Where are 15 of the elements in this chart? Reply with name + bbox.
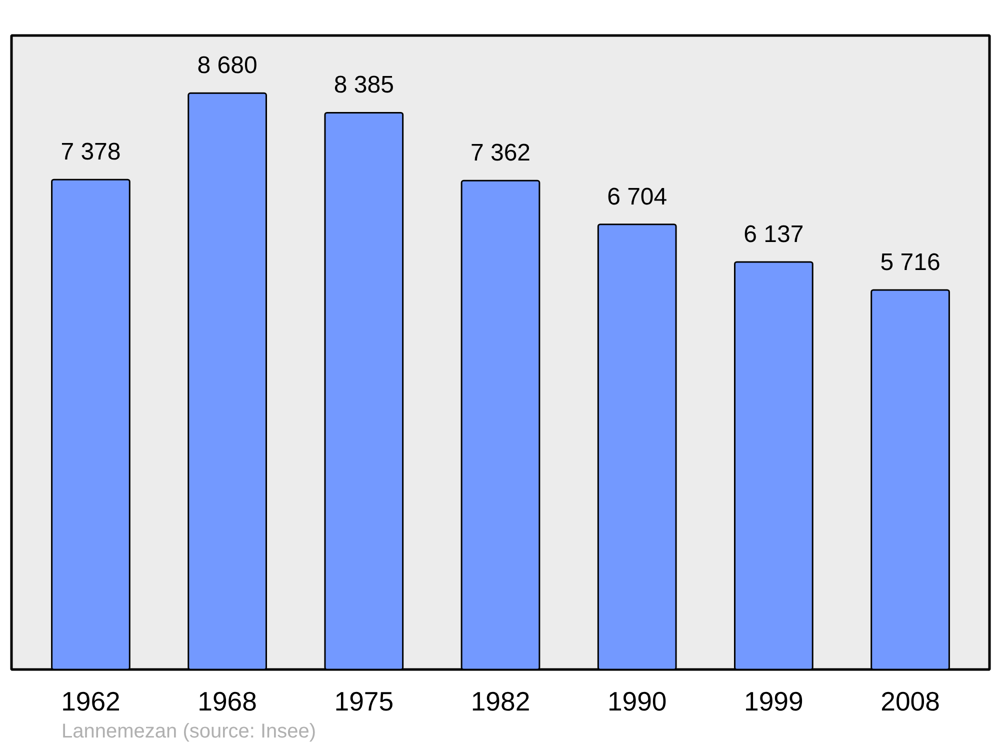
data-label: 7 378: [60, 138, 121, 166]
data-label: 6 704: [607, 183, 668, 210]
x-tick-label: 1962: [61, 686, 120, 716]
x-tick-label: 1968: [198, 686, 257, 716]
data-label: 8 385: [334, 72, 394, 99]
data-label: 7 362: [470, 140, 531, 167]
data-label: 6 137: [744, 220, 804, 248]
data-label: 5 716: [880, 248, 940, 276]
x-tick-label: 1975: [334, 686, 394, 716]
x-tick-label: 1982: [470, 686, 530, 716]
x-tick-label: 1990: [607, 686, 667, 716]
text: Lannemezan (source: Insee): [62, 720, 316, 742]
x-tick-label: 1999: [744, 686, 804, 716]
x-tick-label: 2008: [880, 686, 940, 716]
data-label: 8 680: [197, 52, 258, 80]
